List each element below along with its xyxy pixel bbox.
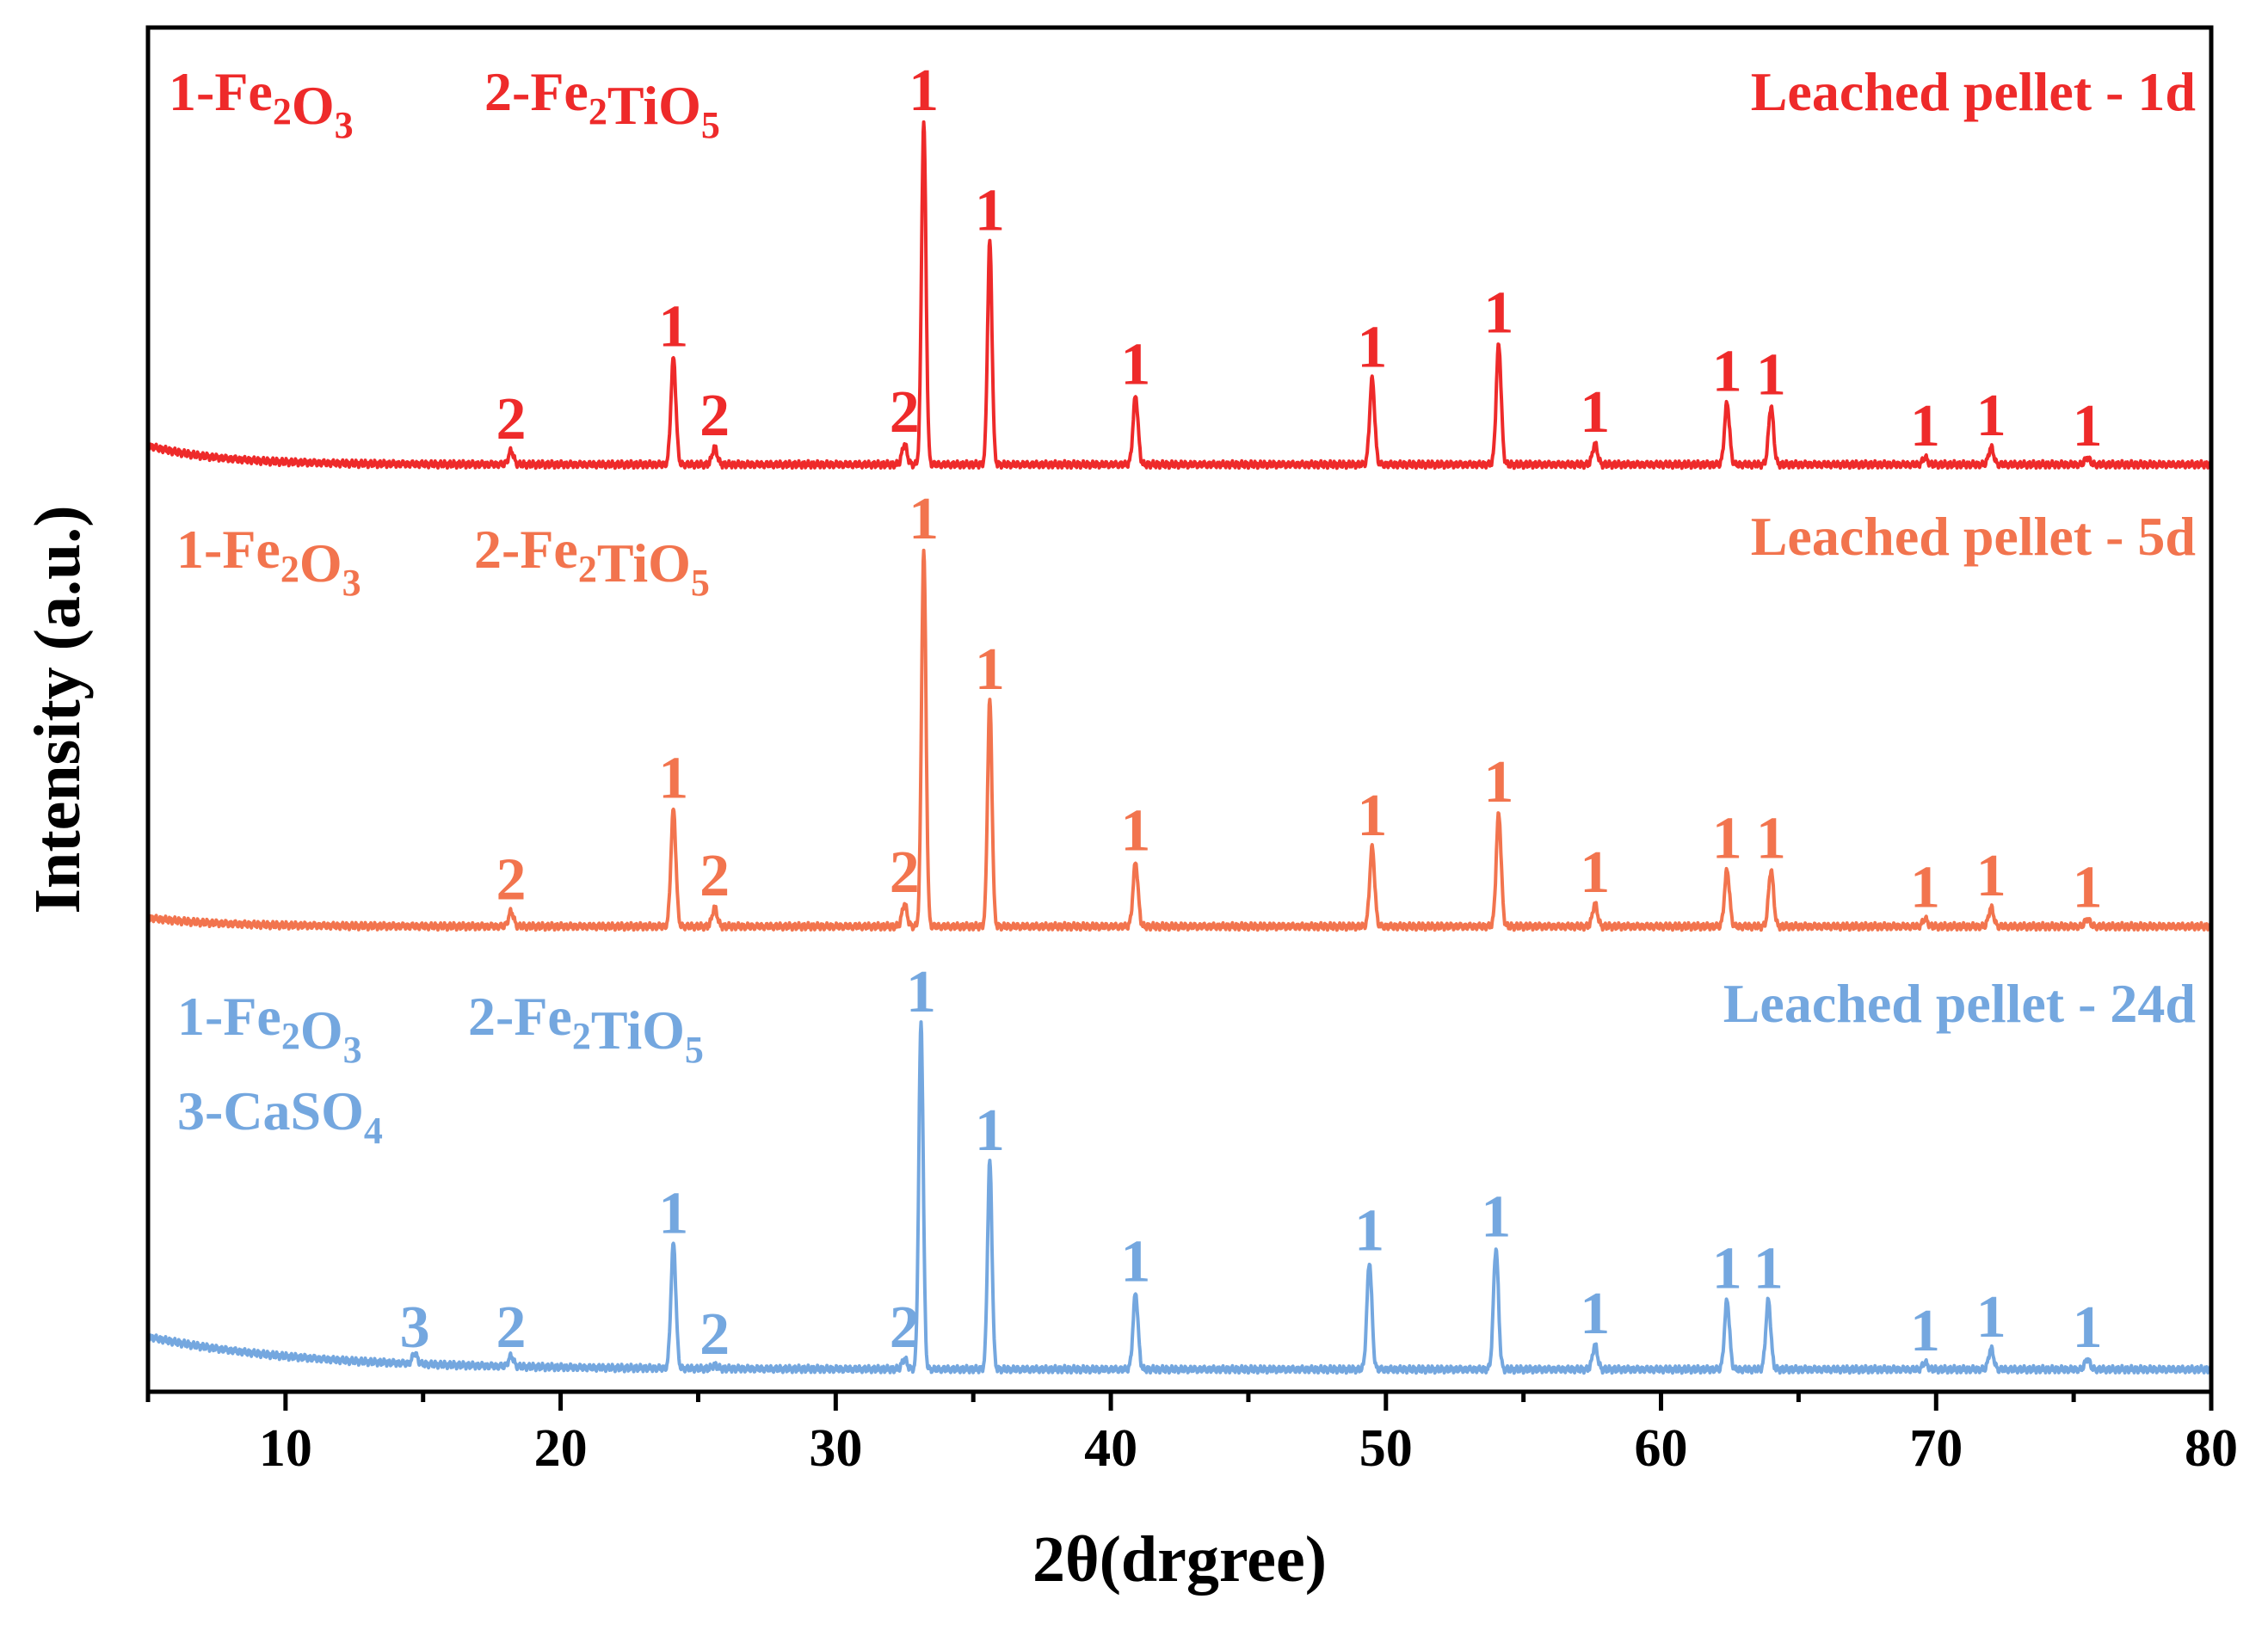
peak-label: 1: [909, 58, 939, 124]
peak-label: 1: [1580, 1281, 1610, 1347]
x-tick-label: 80: [2185, 1419, 2238, 1478]
peak-label: 1: [1712, 805, 1742, 871]
series-line: [146, 548, 2213, 932]
phase-legend: 2-Fe2TiO5: [468, 986, 704, 1071]
peak-label: 2: [496, 847, 527, 913]
peak-label: 1: [1354, 1197, 1384, 1264]
x-tick-label: 30: [809, 1419, 862, 1478]
peak-label: 1: [1120, 1229, 1150, 1295]
peak-label: 1: [975, 177, 1005, 243]
peak-label: 1: [1976, 843, 2006, 909]
phase-legend: 1-Fe2O3: [176, 519, 361, 604]
x-tick-label: 70: [1909, 1419, 1963, 1478]
peak-label: 1: [1756, 341, 1786, 408]
peak-label: 2: [700, 843, 730, 909]
peak-label: 1: [1580, 840, 1610, 906]
peak-label: 2: [700, 383, 730, 449]
x-tick-label: 40: [1084, 1419, 1137, 1478]
peak-label: 2: [700, 1301, 730, 1368]
peak-label: 1: [1120, 331, 1150, 397]
xrd-traces: [146, 120, 2213, 1375]
peak-label: 1: [658, 1180, 688, 1246]
series-name: Leached pellet - 24d: [1723, 973, 2196, 1034]
peak-label: 1: [1357, 315, 1387, 381]
peak-label: 3: [400, 1295, 430, 1361]
peak-label: 1: [1756, 805, 1786, 871]
peak-label: 1: [1481, 1184, 1511, 1250]
x-tick-label: 50: [1359, 1419, 1413, 1478]
series-name: Leached pellet - 5d: [1751, 506, 2196, 567]
series-name: Leached pellet - 1d: [1751, 61, 2196, 122]
plot-frame: [145, 25, 2214, 1394]
phase-legend: 1-Fe2O3: [177, 986, 362, 1071]
peak-label: 1: [975, 637, 1005, 703]
peak-label: 1: [1483, 749, 1513, 815]
phase-legend: 1-Fe2O3: [169, 61, 354, 146]
series-line: [146, 1020, 2213, 1375]
peak-label: 2: [496, 1295, 527, 1361]
peak-label: 2: [890, 840, 920, 906]
peak-label: 1: [1910, 854, 1940, 920]
x-tick-label: 20: [534, 1419, 588, 1478]
x-tick-label: 10: [259, 1419, 312, 1478]
x-axis-label: 2θ(drgree): [1032, 1523, 1327, 1596]
peak-label: 1: [1976, 1284, 2006, 1350]
peak-label: 1: [1910, 393, 1940, 459]
phase-legend: 2-Fe2TiO5: [474, 519, 710, 604]
peak-label: 1: [1120, 798, 1150, 864]
peak-label: 1: [658, 746, 688, 812]
peak-label: 1: [1712, 338, 1742, 404]
x-axis: 10 20 30 40 50 60 70 80: [145, 1392, 2238, 1478]
peak-label: 2: [890, 1295, 920, 1361]
peak-label: 1: [658, 294, 688, 360]
series-line: [146, 120, 2213, 471]
phase-legend: 2-Fe2TiO5: [484, 61, 720, 146]
peak-label: 1: [1910, 1298, 1940, 1364]
y-axis-label: Intensity (a.u.): [22, 505, 94, 913]
phase-legends: Leached pellet - 1d 1-Fe2O3 2-Fe2TiO5 Leach…: [169, 61, 2196, 1152]
peak-label: 1: [906, 959, 936, 1025]
peak-label: 1: [1753, 1236, 1784, 1302]
peak-label: 1: [2073, 1295, 2103, 1361]
peak-label: 1: [1580, 379, 1610, 446]
phase-legend: 3-CaSO4: [177, 1080, 383, 1152]
peak-label: 1: [909, 486, 939, 552]
peak-label: 1: [975, 1098, 1005, 1164]
peak-label: 1: [1357, 783, 1387, 849]
peak-label: 1: [2073, 854, 2103, 920]
peak-label: 2: [890, 379, 920, 446]
peak-label: 1: [1976, 383, 2006, 449]
x-tick-label: 60: [1635, 1419, 1688, 1478]
peak-label: 1: [2073, 393, 2103, 459]
peak-label: 1: [1483, 280, 1513, 347]
peak-label: 2: [496, 386, 527, 452]
peak-label: 1: [1712, 1236, 1742, 1302]
